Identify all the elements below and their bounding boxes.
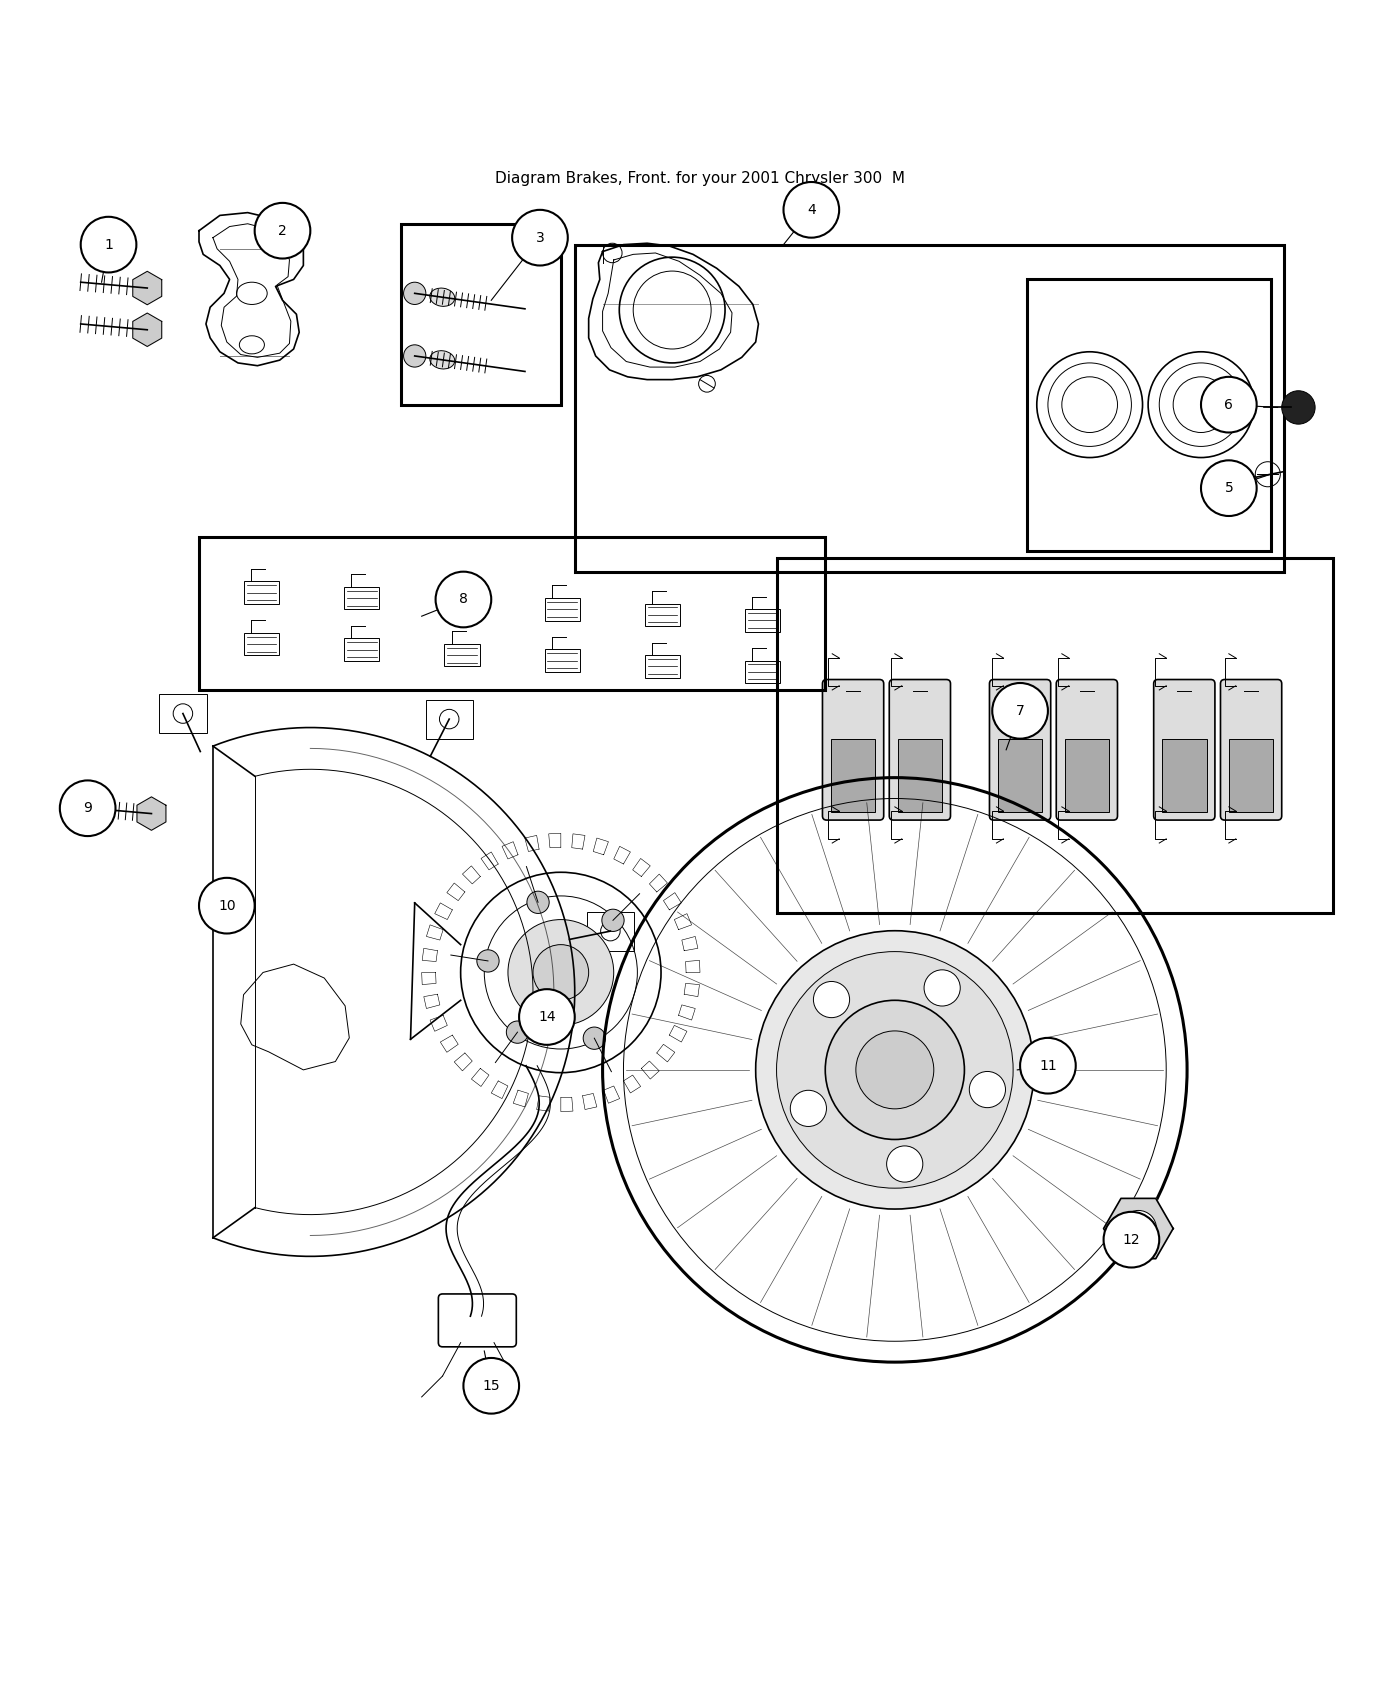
Text: 4: 4 [806,202,816,218]
Text: 1: 1 [104,238,113,252]
Circle shape [403,345,426,367]
Circle shape [507,1022,529,1044]
Circle shape [969,1071,1005,1108]
Circle shape [924,969,960,1006]
Circle shape [886,1146,923,1182]
Text: 10: 10 [218,899,235,913]
Circle shape [784,182,839,238]
Circle shape [1021,1039,1075,1093]
Text: 12: 12 [1123,1232,1140,1246]
Text: 3: 3 [536,231,545,245]
FancyBboxPatch shape [1221,680,1282,819]
Circle shape [477,950,500,972]
FancyBboxPatch shape [990,680,1050,819]
Ellipse shape [430,287,455,306]
Circle shape [825,1000,965,1139]
Polygon shape [133,272,162,304]
Circle shape [508,920,613,1025]
FancyBboxPatch shape [1154,680,1215,819]
Circle shape [60,780,115,836]
Circle shape [813,981,850,1018]
Circle shape [1103,1212,1159,1268]
Circle shape [512,209,568,265]
Circle shape [1201,377,1257,432]
Circle shape [199,877,255,933]
Polygon shape [137,797,167,830]
FancyBboxPatch shape [1056,680,1117,819]
Circle shape [435,571,491,627]
Circle shape [584,1027,605,1049]
Polygon shape [133,313,162,347]
Text: 11: 11 [1039,1059,1057,1073]
FancyBboxPatch shape [1229,740,1274,811]
Circle shape [526,891,549,913]
Circle shape [533,945,588,1000]
FancyBboxPatch shape [1064,740,1109,811]
Text: Diagram Brakes, Front. for your 2001 Chrysler 300  M: Diagram Brakes, Front. for your 2001 Chr… [496,172,904,185]
FancyBboxPatch shape [889,680,951,819]
FancyBboxPatch shape [1162,740,1207,811]
Circle shape [81,218,136,272]
Text: 6: 6 [1225,398,1233,411]
FancyBboxPatch shape [822,680,883,819]
Polygon shape [1103,1198,1173,1258]
Circle shape [855,1030,934,1108]
Text: 9: 9 [83,801,92,816]
Circle shape [756,930,1035,1209]
Circle shape [1201,461,1257,517]
Circle shape [1282,391,1315,425]
Ellipse shape [430,350,455,369]
FancyBboxPatch shape [897,740,942,811]
Text: 2: 2 [279,224,287,238]
Circle shape [790,1090,826,1127]
FancyBboxPatch shape [998,740,1043,811]
Text: 15: 15 [483,1379,500,1392]
Circle shape [255,202,311,258]
Circle shape [463,1358,519,1414]
Circle shape [777,952,1014,1188]
Text: 14: 14 [538,1010,556,1023]
Text: 5: 5 [1225,481,1233,495]
Text: 8: 8 [459,593,468,607]
Circle shape [993,683,1049,740]
FancyBboxPatch shape [830,740,875,811]
Circle shape [519,989,575,1046]
Text: 7: 7 [1016,704,1025,717]
Circle shape [602,910,624,932]
Circle shape [1120,1210,1156,1246]
Circle shape [403,282,426,304]
